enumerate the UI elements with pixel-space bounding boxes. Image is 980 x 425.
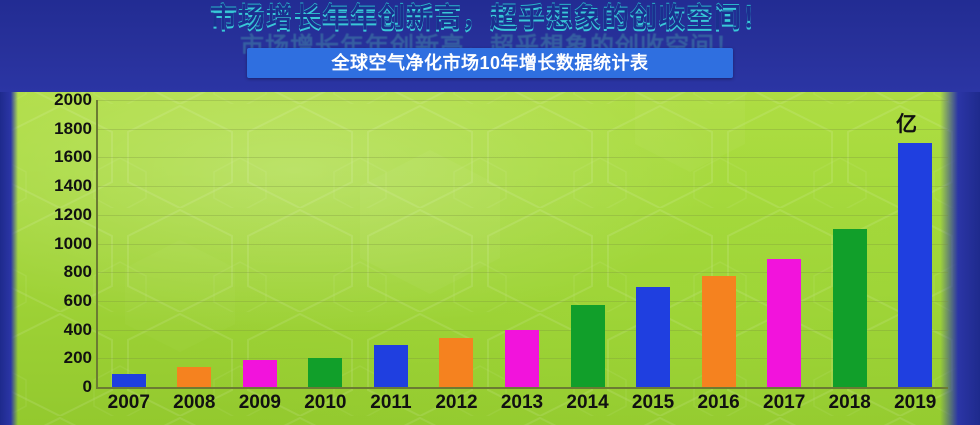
x-tick-label: 2014	[566, 392, 609, 413]
bar	[177, 366, 212, 387]
bar	[767, 259, 802, 387]
gridline	[96, 186, 948, 188]
y-tick-label: 1200	[54, 204, 92, 224]
x-tick-label: 2007	[107, 392, 150, 413]
subtitle-text: 全球空气净化市场10年增长数据统计表	[331, 53, 649, 73]
gridline	[96, 243, 948, 245]
y-tick-label: 800	[63, 262, 92, 282]
y-tick-label: 400	[63, 319, 92, 339]
y-tick-label: 1600	[54, 147, 92, 167]
bar	[898, 143, 933, 387]
gridline	[96, 128, 948, 130]
bar	[636, 286, 671, 387]
y-tick-label: 600	[63, 290, 92, 310]
x-tick-label: 2015	[631, 392, 675, 413]
bar	[373, 345, 408, 387]
bar	[242, 360, 277, 387]
unit-label: 亿	[896, 113, 917, 136]
left-blue-edge	[0, 0, 18, 425]
x-tick-label: 2011	[370, 392, 412, 413]
y-tick-label: 1800	[54, 118, 92, 138]
gridline	[96, 300, 948, 302]
plot-area	[96, 100, 948, 389]
bar	[505, 329, 539, 387]
y-tick-label: 1400	[54, 176, 92, 196]
x-tick-label: 2019	[894, 392, 937, 413]
bar	[701, 275, 736, 387]
x-axis-line	[96, 387, 948, 389]
y-tick-label: 2000	[54, 90, 92, 109]
gridline	[96, 272, 948, 274]
y-tick-label: 1000	[54, 233, 92, 253]
gridline	[96, 214, 948, 216]
x-tick-label: 2009	[238, 392, 281, 413]
y-axis-line	[96, 100, 98, 389]
gridline	[96, 100, 948, 101]
subtitle-banner: 全球空气净化市场10年增长数据统计表	[247, 48, 733, 78]
page-title: 市场增长年年创新高，超乎想象的创收空间！	[210, 3, 770, 33]
bar	[308, 358, 343, 387]
x-tick-label: 2010	[304, 392, 347, 413]
x-tick-label: 2013	[500, 392, 544, 413]
x-tick-label: 2008	[173, 392, 216, 413]
bar	[439, 338, 474, 387]
x-tick-label: 2018	[828, 392, 871, 413]
y-tick-label: 0	[82, 377, 92, 396]
bar	[111, 374, 146, 387]
y-tick-label: 200	[63, 348, 92, 368]
gridline	[96, 157, 948, 159]
y-axis-tick-labels: 2000 1800 1600 1400 1200 1000 800 600 400 200 0	[16, 90, 92, 396]
x-tick-label: 2017	[763, 392, 806, 413]
bar	[832, 229, 867, 387]
bar	[570, 304, 605, 387]
x-tick-label: 2016	[697, 392, 740, 413]
x-tick-label: 2012	[435, 392, 478, 413]
x-axis-tick-labels: 2007 2008 2009 2010 2011 2012 2013 2014 2015 2016…	[96, 392, 948, 422]
